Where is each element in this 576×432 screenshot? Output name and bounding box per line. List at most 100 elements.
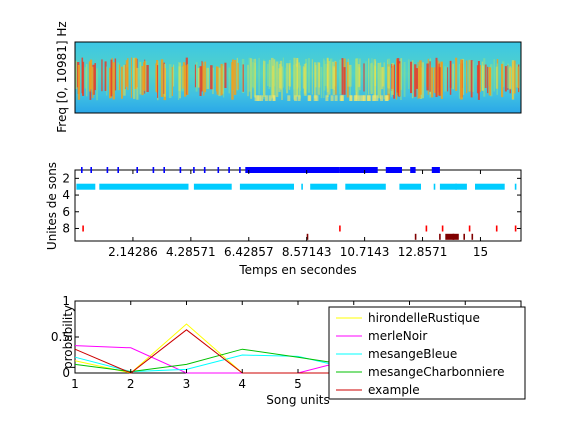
spectrogram-streak <box>461 58 465 95</box>
spectrogram-streak <box>285 67 287 90</box>
unit-1-segment <box>385 167 402 173</box>
spectrogram-streak <box>268 61 271 89</box>
spectrogram-streak <box>195 62 198 92</box>
spectrogram-streak <box>515 64 519 88</box>
spectrogram-streak <box>221 65 224 94</box>
spectrogram-streak <box>403 61 406 97</box>
spectrogram-streak <box>254 58 256 98</box>
spectrogram-streak <box>254 95 258 101</box>
spectrogram-streak <box>270 61 272 100</box>
unit-9-mark <box>306 233 309 240</box>
spectrogram-streak <box>258 57 260 95</box>
spectrogram-streak <box>331 61 335 89</box>
spectrogram-streak <box>366 95 370 101</box>
spectrogram-streak <box>470 60 473 98</box>
spectrogram-streak <box>421 62 424 99</box>
spectrogram-streak <box>357 64 360 88</box>
units-xticks: 2.14286 4.28571 6.42857 8.57143 10.7143 12.85… <box>108 170 488 259</box>
spectrogram-streak <box>94 63 96 91</box>
spectrogram-streak <box>199 66 202 96</box>
spectrogram-streak <box>429 61 431 92</box>
spectrogram-streak <box>363 63 365 92</box>
spectrogram-streak <box>168 64 172 98</box>
spectrogram-streak <box>237 62 239 90</box>
spectrogram-streak <box>136 67 139 100</box>
spectrogram-streak <box>130 57 132 98</box>
spectrogram-streak <box>298 67 301 99</box>
spectrogram-streak <box>411 60 414 99</box>
spectrogram-streak <box>206 67 209 89</box>
spectrogram-streak <box>110 59 113 97</box>
spectrogram-streak <box>495 66 498 89</box>
spectrogram-streak <box>335 61 337 95</box>
spectrogram-streak <box>106 66 108 96</box>
spectrogram-streak <box>313 95 317 101</box>
unit-1-segment <box>339 167 378 173</box>
spectrogram-streak <box>267 63 269 86</box>
spectrogram-streak <box>333 67 335 91</box>
legend-label: mesangeCharbonniere <box>368 365 505 379</box>
spectrogram-streak <box>383 62 385 100</box>
spectrogram-streak <box>303 63 307 94</box>
spectrogram-streak <box>75 60 77 89</box>
spectrogram-streak <box>377 64 381 98</box>
probability-xtick-label: 3 <box>183 377 191 391</box>
spectrogram-streak <box>123 64 126 96</box>
spectrogram-streak <box>286 63 289 94</box>
spectrogram-streak <box>184 65 187 97</box>
spectrogram-streak <box>481 65 484 91</box>
unit-3-segment <box>399 183 421 190</box>
spectrogram-streak <box>320 67 323 99</box>
legend-label: merleNoir <box>368 329 427 343</box>
spectrogram-streak <box>330 95 334 101</box>
spectrogram-streak <box>273 59 275 99</box>
spectrogram-streak <box>272 65 274 97</box>
spectrogram-streak <box>272 95 276 101</box>
spectrogram-streak <box>375 95 379 101</box>
spectrogram-streak <box>305 58 308 90</box>
unit-3-segment <box>76 183 96 190</box>
unit-1-mark <box>136 167 138 173</box>
spectrogram-streak <box>216 66 218 92</box>
spectrogram-streak <box>203 65 205 96</box>
spectrogram-streak <box>487 66 489 94</box>
spectrogram-streak <box>228 67 231 94</box>
probability-xtick-label: 1 <box>71 377 79 391</box>
spectrogram-streak <box>356 95 360 101</box>
units-axes-box <box>74 169 522 242</box>
unit-3-segment <box>475 183 505 190</box>
spectrogram-streak <box>504 66 507 92</box>
spectrogram-streak <box>484 64 487 88</box>
units-xtick-label: 6.42857 <box>224 245 274 259</box>
units-xtick-label: 4.28571 <box>166 245 216 259</box>
spectrogram-streak <box>399 63 401 97</box>
units-ytick-label: 6 <box>62 205 70 219</box>
spectrogram-streak <box>380 62 382 100</box>
spectrogram-streak <box>185 57 188 95</box>
spectrogram-streak <box>318 62 321 88</box>
spectrogram-streak <box>340 95 344 101</box>
spectrogram-ylabel: Freq [0, 10981] Hz <box>55 21 69 132</box>
units-ylabel: Unites de sons <box>45 162 59 250</box>
unit-3-mark <box>433 183 436 190</box>
unit-1-mark <box>239 167 241 173</box>
probability-panel: 123456789 00.51 Song units probability h… <box>51 294 526 407</box>
spectrogram-streak <box>274 59 276 87</box>
spectrogram-streak <box>281 66 283 100</box>
spectrogram-streak <box>415 68 418 89</box>
spectrogram-streak <box>232 59 234 90</box>
spectrogram-streak <box>141 66 144 96</box>
unit-8-mark <box>468 225 471 232</box>
spectrogram-streak <box>511 60 515 100</box>
spectrogram-streak <box>220 63 223 96</box>
spectrogram-streak <box>493 59 495 92</box>
spectrogram-streak <box>431 67 434 98</box>
unit-1-segment <box>245 167 340 173</box>
spectrogram-streak <box>323 58 325 98</box>
legend-label: hirondelleRustique <box>368 311 480 325</box>
spectrogram-streak <box>216 66 219 95</box>
spectrogram-streak <box>436 60 439 96</box>
units-panel: 2.14286 4.28571 6.42857 8.57143 10.7143 12.85… <box>45 162 522 277</box>
units-ytick-label: 2 <box>62 171 70 185</box>
unit-1-mark <box>90 167 92 173</box>
